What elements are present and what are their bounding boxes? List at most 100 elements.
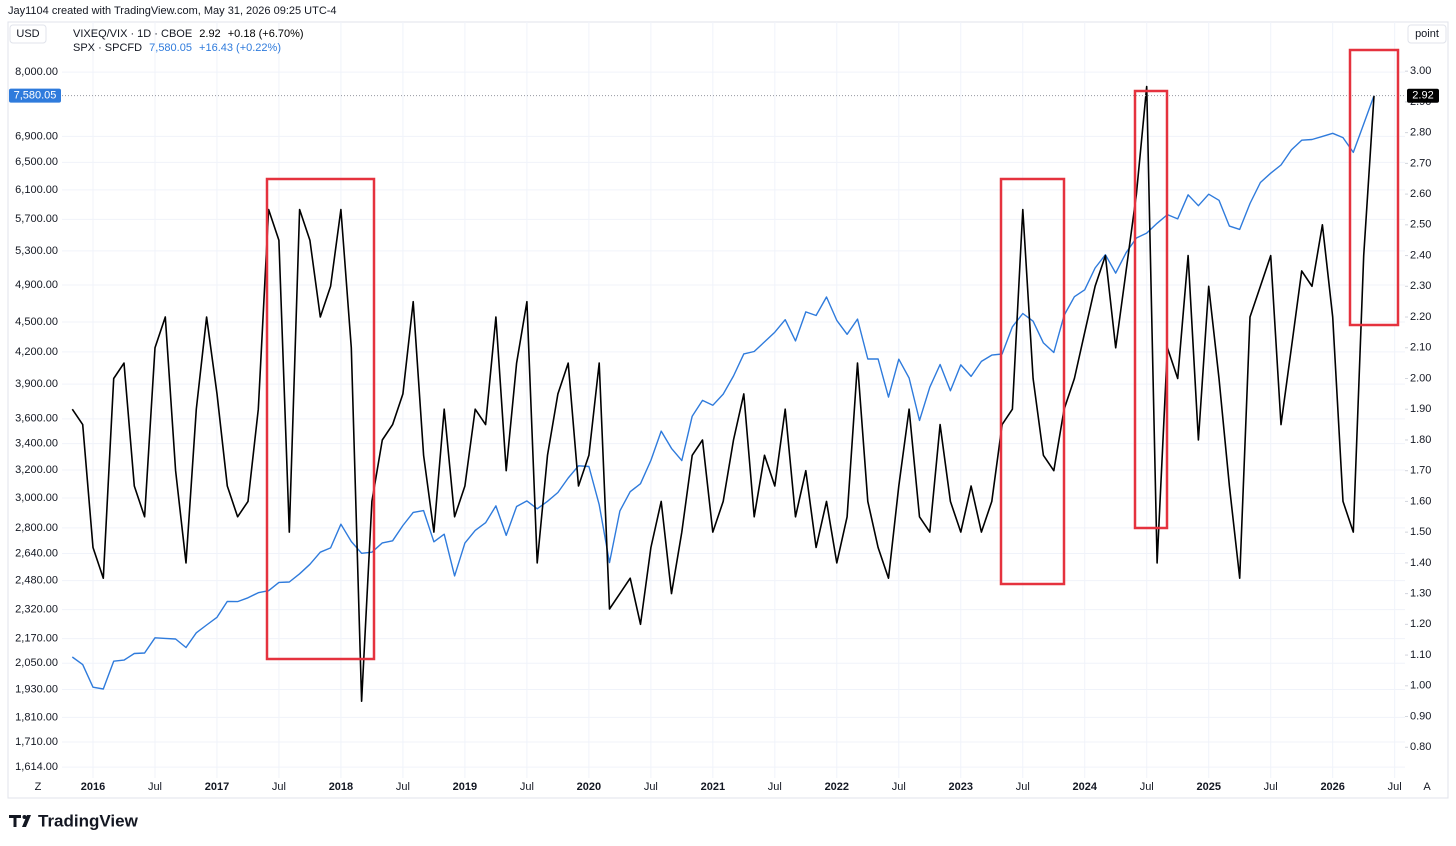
y2-tick-label: 1.20 xyxy=(1410,618,1431,630)
logo-mark xyxy=(22,815,31,827)
y-tick-label: 3,000.00 xyxy=(15,492,58,504)
x-tick-label: 2023 xyxy=(949,781,973,793)
last-value-box xyxy=(1407,88,1439,103)
y-tick-label: 2,170.00 xyxy=(15,633,58,645)
x-tick-label: Jul xyxy=(520,781,534,793)
x-tick-label: 2016 xyxy=(81,781,105,793)
unit-box[interactable] xyxy=(1407,24,1447,44)
y2-tick-label: 2.80 xyxy=(1410,127,1431,139)
x-tick-label: 2022 xyxy=(825,781,849,793)
x-tick-label: Jul xyxy=(396,781,410,793)
y-tick-label: 3,400.00 xyxy=(15,438,58,450)
legend-entry: SPX · SPCFD 7,580.05 +16.43 (+0.22%) xyxy=(73,42,281,54)
legend-change: +0.18 (+6.70%) xyxy=(228,28,304,40)
last-value-label: 7,580.05 xyxy=(14,89,57,101)
right-unit[interactable]: point xyxy=(1415,28,1439,40)
y2-tick-label: 1.80 xyxy=(1410,434,1431,446)
y2-tick-label: 1.00 xyxy=(1410,680,1431,692)
y2-tick-label: 2.40 xyxy=(1410,249,1431,261)
unit-box[interactable] xyxy=(9,24,47,44)
x-tick-label: Jul xyxy=(1388,781,1402,793)
series-line xyxy=(71,95,1375,690)
header: Jay1104 created with TradingView.com, Ma… xyxy=(8,5,337,17)
plot xyxy=(62,85,1405,702)
x-tick-label: Jul xyxy=(272,781,286,793)
grid xyxy=(62,22,1405,778)
x-tick-label: 2020 xyxy=(577,781,601,793)
y2-tick-label: 1.40 xyxy=(1410,557,1431,569)
y-tick-label: 2,800.00 xyxy=(15,522,58,534)
y2-tick-label: 0.80 xyxy=(1410,741,1431,753)
x-tick-label: 2017 xyxy=(205,781,229,793)
axes: 2016 Jul 2017 Jul 2018 Jul 2019 Jul 2020 Jul 2021 J… xyxy=(9,65,1439,793)
y2-tick-label: 2.30 xyxy=(1410,280,1431,292)
highlight-box xyxy=(1348,48,1400,327)
x-tick-label: 2018 xyxy=(329,781,353,793)
y2-tick-label: 1.90 xyxy=(1410,403,1431,415)
x-tick-label: Jul xyxy=(1264,781,1278,793)
legend-name: VIXEQ/VIX · 1D · CBOE xyxy=(73,28,192,40)
y-tick-label: 8,000.00 xyxy=(15,66,58,78)
y-tick-label: 2,640.00 xyxy=(15,547,58,559)
y-tick-label: 2,320.00 xyxy=(15,603,58,615)
y-tick-label: 1,930.00 xyxy=(15,683,58,695)
legend-change: +16.43 (+0.22%) xyxy=(199,42,281,54)
x-tick-label: 2026 xyxy=(1320,781,1344,793)
y-tick-label: 6,900.00 xyxy=(15,130,58,142)
chart-frame xyxy=(7,21,1449,799)
y2-tick-label: 1.50 xyxy=(1410,526,1431,538)
x-tick-label: 2024 xyxy=(1073,781,1098,793)
y-tick-label: 4,500.00 xyxy=(15,316,58,328)
y-tick-label: 3,200.00 xyxy=(15,464,58,476)
y-tick-label: 3,900.00 xyxy=(15,378,58,390)
x-tick-label: Jul xyxy=(892,781,906,793)
y2-tick-label: 1.30 xyxy=(1410,588,1431,600)
y2-tick-label: 1.10 xyxy=(1410,649,1431,661)
y-tick-label: 5,700.00 xyxy=(15,213,58,225)
y2-tick-label: 1.60 xyxy=(1410,495,1431,507)
annotations xyxy=(265,48,1400,661)
legend-last: 7,580.05 xyxy=(149,42,192,54)
x-tick-label: 2021 xyxy=(701,781,725,793)
left-unit[interactable]: USD xyxy=(16,28,39,40)
series-line xyxy=(71,85,1375,702)
y-tick-label: 1,710.00 xyxy=(15,736,58,748)
y2-tick-label: 3.00 xyxy=(1410,65,1431,77)
x-tick-label: 2025 xyxy=(1196,781,1220,793)
y-tick-label: 1,810.00 xyxy=(15,711,58,723)
y-tick-label: 2,480.00 xyxy=(15,575,58,587)
highlight-box xyxy=(1133,89,1169,530)
y-tick-label: 2,050.00 xyxy=(15,657,58,669)
logo: TradingView xyxy=(9,811,139,830)
last-value-label: 2.92 xyxy=(1412,90,1433,102)
logo-mark xyxy=(22,815,27,819)
y2-tick-label: 1.70 xyxy=(1410,465,1431,477)
y-tick-label: 6,500.00 xyxy=(15,156,58,168)
y2-tick-label: 0.90 xyxy=(1410,710,1431,722)
y2-tick-label: 2.70 xyxy=(1410,157,1431,169)
highlight-box xyxy=(265,177,376,661)
x-tick-label: Jul xyxy=(768,781,782,793)
footer-brand: TradingView xyxy=(38,811,139,830)
corner-button[interactable]: A xyxy=(1423,781,1431,793)
x-tick-label: Jul xyxy=(1016,781,1030,793)
y-tick-label: 4,900.00 xyxy=(15,279,58,291)
x-tick-label: Jul xyxy=(644,781,658,793)
last-value-box xyxy=(9,88,61,103)
x-tick-label: Jul xyxy=(1140,781,1154,793)
y-tick-label: 6,100.00 xyxy=(15,184,58,196)
x-tick-label: Jul xyxy=(148,781,162,793)
y2-tick-label: 2.10 xyxy=(1410,342,1431,354)
highlight-box xyxy=(999,177,1066,586)
x-tick-label: 2019 xyxy=(453,781,477,793)
legend-entry: VIXEQ/VIX · 1D · CBOE 2.92 +0.18 (+6.70%… xyxy=(73,28,304,40)
y-tick-label: 1,614.00 xyxy=(15,761,58,773)
y-tick-label: 5,300.00 xyxy=(15,245,58,257)
y-tick-label: 3,600.00 xyxy=(15,413,58,425)
legend-name: SPX · SPCFD xyxy=(73,42,142,54)
y-tick-label: 4,200.00 xyxy=(15,346,58,358)
y2-tick-label: 2.50 xyxy=(1410,219,1431,231)
y2-tick-label: 2.60 xyxy=(1410,188,1431,200)
corner-button[interactable]: Z xyxy=(35,781,42,793)
